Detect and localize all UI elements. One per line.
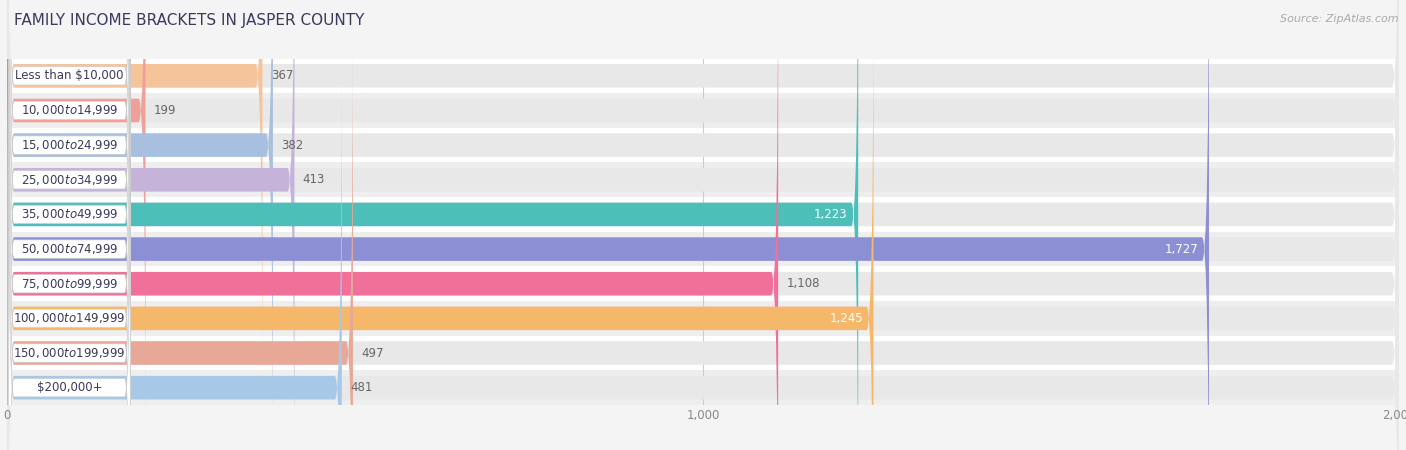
FancyBboxPatch shape	[7, 0, 1209, 450]
Text: 1,223: 1,223	[814, 208, 848, 221]
Text: 367: 367	[271, 69, 294, 82]
Bar	[7, 93, 1399, 128]
FancyBboxPatch shape	[7, 18, 353, 450]
FancyBboxPatch shape	[8, 16, 131, 450]
FancyBboxPatch shape	[7, 0, 263, 410]
FancyBboxPatch shape	[7, 0, 146, 445]
FancyBboxPatch shape	[7, 0, 1399, 450]
Text: $25,000 to $34,999: $25,000 to $34,999	[21, 173, 118, 187]
Text: $150,000 to $199,999: $150,000 to $199,999	[13, 346, 125, 360]
Text: Source: ZipAtlas.com: Source: ZipAtlas.com	[1281, 14, 1399, 23]
Text: 199: 199	[153, 104, 176, 117]
Bar	[7, 58, 1399, 93]
FancyBboxPatch shape	[7, 53, 342, 450]
Bar	[7, 301, 1399, 336]
Bar	[7, 336, 1399, 370]
Bar	[7, 370, 1399, 405]
FancyBboxPatch shape	[8, 120, 131, 450]
FancyBboxPatch shape	[7, 0, 1399, 450]
Bar	[7, 232, 1399, 266]
Text: Less than $10,000: Less than $10,000	[15, 69, 124, 82]
Text: 1,245: 1,245	[830, 312, 863, 325]
FancyBboxPatch shape	[7, 0, 778, 450]
FancyBboxPatch shape	[7, 0, 1399, 450]
Bar	[7, 162, 1399, 197]
FancyBboxPatch shape	[7, 0, 873, 450]
Text: FAMILY INCOME BRACKETS IN JASPER COUNTY: FAMILY INCOME BRACKETS IN JASPER COUNTY	[14, 14, 364, 28]
Text: 1,727: 1,727	[1164, 243, 1198, 256]
Text: 413: 413	[302, 173, 325, 186]
Text: $100,000 to $149,999: $100,000 to $149,999	[13, 311, 125, 325]
FancyBboxPatch shape	[7, 0, 1399, 450]
Text: $10,000 to $14,999: $10,000 to $14,999	[21, 104, 118, 117]
FancyBboxPatch shape	[7, 0, 1399, 450]
FancyBboxPatch shape	[8, 0, 131, 448]
Bar	[7, 266, 1399, 301]
Text: 1,108: 1,108	[786, 277, 820, 290]
Text: $50,000 to $74,999: $50,000 to $74,999	[21, 242, 118, 256]
Text: $15,000 to $24,999: $15,000 to $24,999	[21, 138, 118, 152]
FancyBboxPatch shape	[8, 50, 131, 450]
Text: $200,000+: $200,000+	[37, 381, 103, 394]
FancyBboxPatch shape	[8, 0, 131, 450]
Text: $35,000 to $49,999: $35,000 to $49,999	[21, 207, 118, 221]
FancyBboxPatch shape	[7, 0, 273, 450]
FancyBboxPatch shape	[8, 85, 131, 450]
FancyBboxPatch shape	[8, 0, 131, 413]
Text: 481: 481	[350, 381, 373, 394]
Text: 382: 382	[281, 139, 304, 152]
Bar	[7, 197, 1399, 232]
FancyBboxPatch shape	[7, 0, 1399, 450]
FancyBboxPatch shape	[7, 0, 294, 450]
FancyBboxPatch shape	[7, 0, 1399, 410]
FancyBboxPatch shape	[7, 0, 858, 450]
Text: 497: 497	[361, 346, 384, 360]
FancyBboxPatch shape	[8, 0, 131, 344]
Bar	[7, 128, 1399, 162]
FancyBboxPatch shape	[7, 18, 1399, 450]
FancyBboxPatch shape	[8, 0, 131, 450]
Text: $75,000 to $99,999: $75,000 to $99,999	[21, 277, 118, 291]
FancyBboxPatch shape	[7, 53, 1399, 450]
FancyBboxPatch shape	[8, 0, 131, 378]
FancyBboxPatch shape	[7, 0, 1399, 445]
